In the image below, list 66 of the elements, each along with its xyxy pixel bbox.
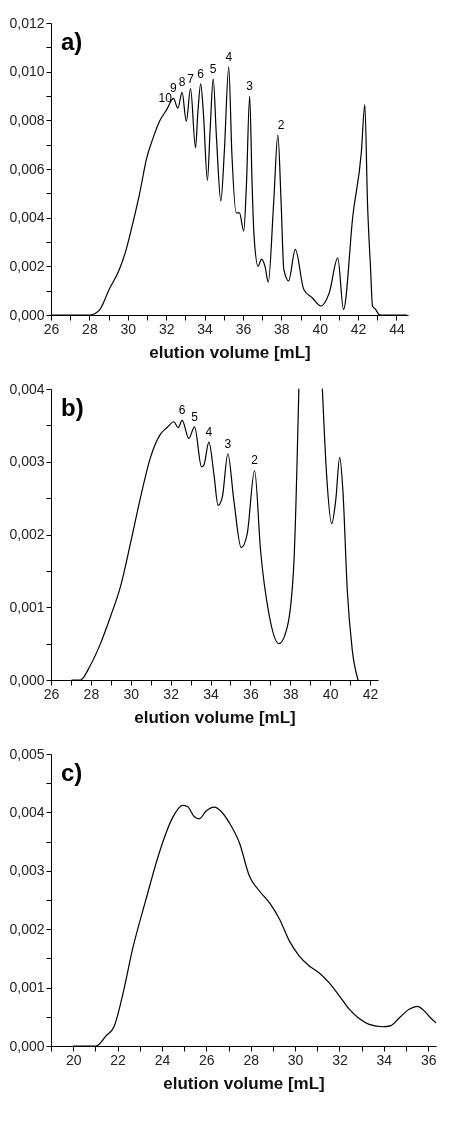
y-tick-label: 0,004 [9,209,45,226]
x-tick-label: 32 [158,320,175,337]
x-tick-label: 36 [235,320,252,337]
x-tick-label: 38 [274,320,290,337]
annotation: 4 [225,49,233,64]
annotation: a) [61,28,83,55]
x-tick-label: 36 [420,1051,437,1068]
x-tick-label: 34 [203,685,220,702]
x-tick-label: 22 [110,1051,127,1068]
x-tick-label: 34 [197,320,214,337]
x-tick-label: 32 [332,1051,348,1068]
y-tick-label: 0,000 [9,1037,45,1054]
annotation: 8 [178,75,186,90]
annotation: b) [61,394,84,421]
x-tick-label: 42 [350,320,367,337]
x-axis-title: elution volume [mL] [134,707,296,727]
x-tick-label: 26 [43,320,60,337]
x-tick-label: 26 [43,685,60,702]
annotation: 9 [170,81,178,96]
annotation: 3 [224,436,232,451]
annotation: c) [61,759,83,786]
y-tick-label: 0,005 [9,745,45,762]
y-tick-label: 0,004 [9,803,45,820]
annotation: 4 [205,425,213,440]
y-tick-label: 0,003 [9,862,45,879]
y-tick-label: 0,001 [9,979,45,996]
y-tick-label: 0,003 [9,453,45,470]
x-tick-label: 28 [243,1051,260,1068]
annotation: 2 [251,453,259,468]
annotation: 5 [191,409,199,424]
x-tick-label: 30 [287,1051,304,1068]
x-tick-label: 30 [120,320,137,337]
y-tick-label: 0,002 [9,526,45,542]
x-axis-title: elution volume [mL] [149,342,311,362]
y-tick-label: 0,000 [9,306,45,323]
x-tick-label: 28 [83,685,100,702]
x-tick-label: 24 [154,1051,171,1068]
x-tick-label: 30 [123,685,140,702]
y-tick-label: 0,000 [9,671,45,688]
x-tick-label: 42 [362,685,379,702]
annotation: 5 [209,61,217,76]
y-tick-label: 0,010 [9,63,45,80]
x-tick-label: 40 [322,685,339,702]
annotation: 6 [197,66,205,81]
y-tick-label: 0,004 [9,380,45,397]
annotation: 6 [178,403,186,418]
annotation: 10 [158,91,173,106]
y-tick-label: 0,006 [9,160,45,177]
x-tick-label: 26 [199,1051,215,1068]
x-tick-label: 32 [163,685,180,702]
y-tick-label: 0,008 [9,111,45,128]
y-tick-label: 0,002 [9,920,45,937]
y-tick-label: 0,001 [9,598,45,615]
annotation: 7 [187,71,195,86]
annotation: 3 [246,79,254,93]
x-tick-label: 20 [65,1051,82,1068]
annotation: 2 [277,117,285,132]
y-tick-label: 0,002 [9,257,45,274]
x-tick-label: 44 [389,320,405,337]
x-tick-label: 40 [312,320,329,337]
x-axis-title: elution volume [mL] [163,1073,325,1093]
x-tick-label: 28 [82,320,98,337]
x-tick-label: 38 [282,685,299,702]
y-tick-label: 0,012 [9,14,45,31]
x-tick-label: 34 [376,1051,393,1068]
x-tick-label: 36 [243,685,259,702]
